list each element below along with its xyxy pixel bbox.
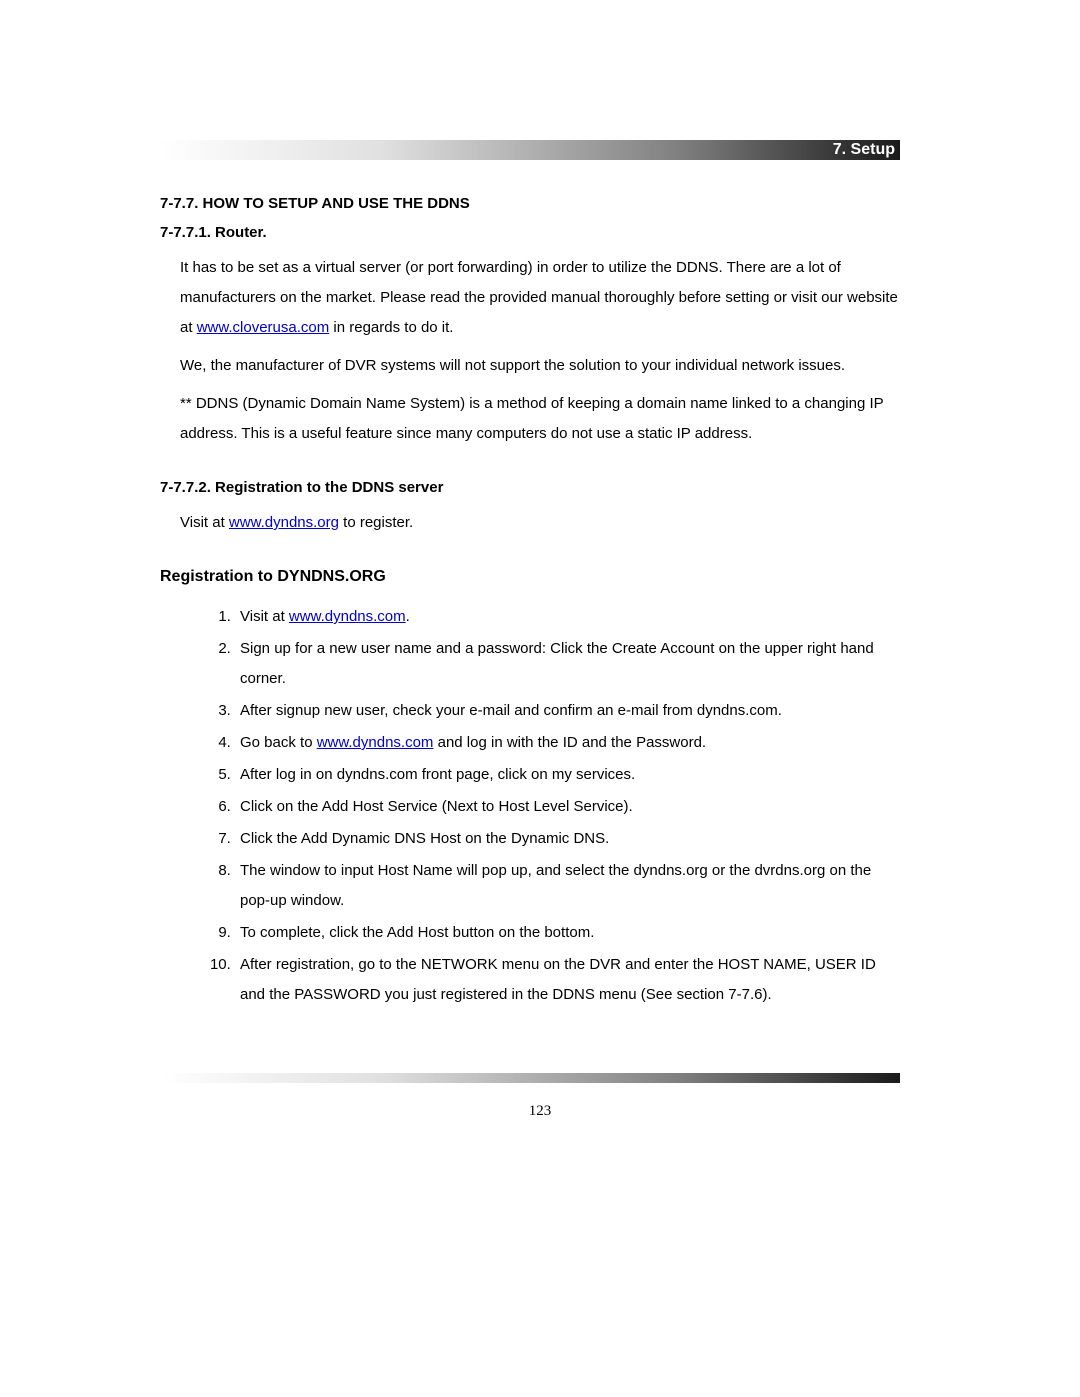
step1-post: . xyxy=(406,608,410,625)
step-4: Go back to www.dyndns.com and log in wit… xyxy=(235,728,900,758)
para1-post: in regards to do it. xyxy=(329,319,453,336)
step4-pre: Go back to xyxy=(240,734,317,751)
step-8: The window to input Host Name will pop u… xyxy=(235,856,900,916)
dyndns-com-link-2[interactable]: www.dyndns.com xyxy=(317,734,434,751)
cloverusa-link[interactable]: www.cloverusa.com xyxy=(197,319,330,336)
step-2: Sign up for a new user name and a passwo… xyxy=(235,634,900,694)
page-number: 123 xyxy=(0,1103,1080,1120)
reg-pre: Visit at xyxy=(180,514,229,531)
registration-dyndns-title: Registration to DYNDNS.ORG xyxy=(160,568,900,586)
section-title: 7-7.7. HOW TO SETUP AND USE THE DDNS xyxy=(160,195,900,212)
step4-post: and log in with the ID and the Password. xyxy=(433,734,706,751)
step-10: After registration, go to the NETWORK me… xyxy=(235,950,900,1010)
dyndns-com-link-1[interactable]: www.dyndns.com xyxy=(289,608,406,625)
page-content: 7. Setup 7-7.7. HOW TO SETUP AND USE THE… xyxy=(160,140,900,1012)
step-6: Click on the Add Host Service (Next to H… xyxy=(235,792,900,822)
footer-gradient-bar xyxy=(160,1073,900,1083)
router-paragraph-2: We, the manufacturer of DVR systems will… xyxy=(180,351,900,381)
router-paragraph-1: It has to be set as a virtual server (or… xyxy=(180,253,900,343)
reg-post: to register. xyxy=(339,514,413,531)
dyndns-org-link[interactable]: www.dyndns.org xyxy=(229,514,339,531)
registration-steps-list: Visit at www.dyndns.com. Sign up for a n… xyxy=(235,602,900,1010)
step-5: After log in on dyndns.com front page, c… xyxy=(235,760,900,790)
registration-text: Visit at www.dyndns.org to register. xyxy=(180,508,900,538)
step-9: To complete, click the Add Host button o… xyxy=(235,918,900,948)
router-paragraph-3: ** DDNS (Dynamic Domain Name System) is … xyxy=(180,389,900,449)
subsection-router: 7-7.7.1. Router. It has to be set as a v… xyxy=(160,224,900,449)
subsection-registration-title: 7-7.7.2. Registration to the DDNS server xyxy=(160,479,900,496)
step-3: After signup new user, check your e-mail… xyxy=(235,696,900,726)
subsection-router-title: 7-7.7.1. Router. xyxy=(160,224,900,241)
header-gradient-bar: 7. Setup xyxy=(160,140,900,160)
step1-pre: Visit at xyxy=(240,608,289,625)
step-7: Click the Add Dynamic DNS Host on the Dy… xyxy=(235,824,900,854)
subsection-registration: 7-7.7.2. Registration to the DDNS server… xyxy=(160,479,900,538)
header-chapter-label: 7. Setup xyxy=(833,140,895,160)
step-1: Visit at www.dyndns.com. xyxy=(235,602,900,632)
